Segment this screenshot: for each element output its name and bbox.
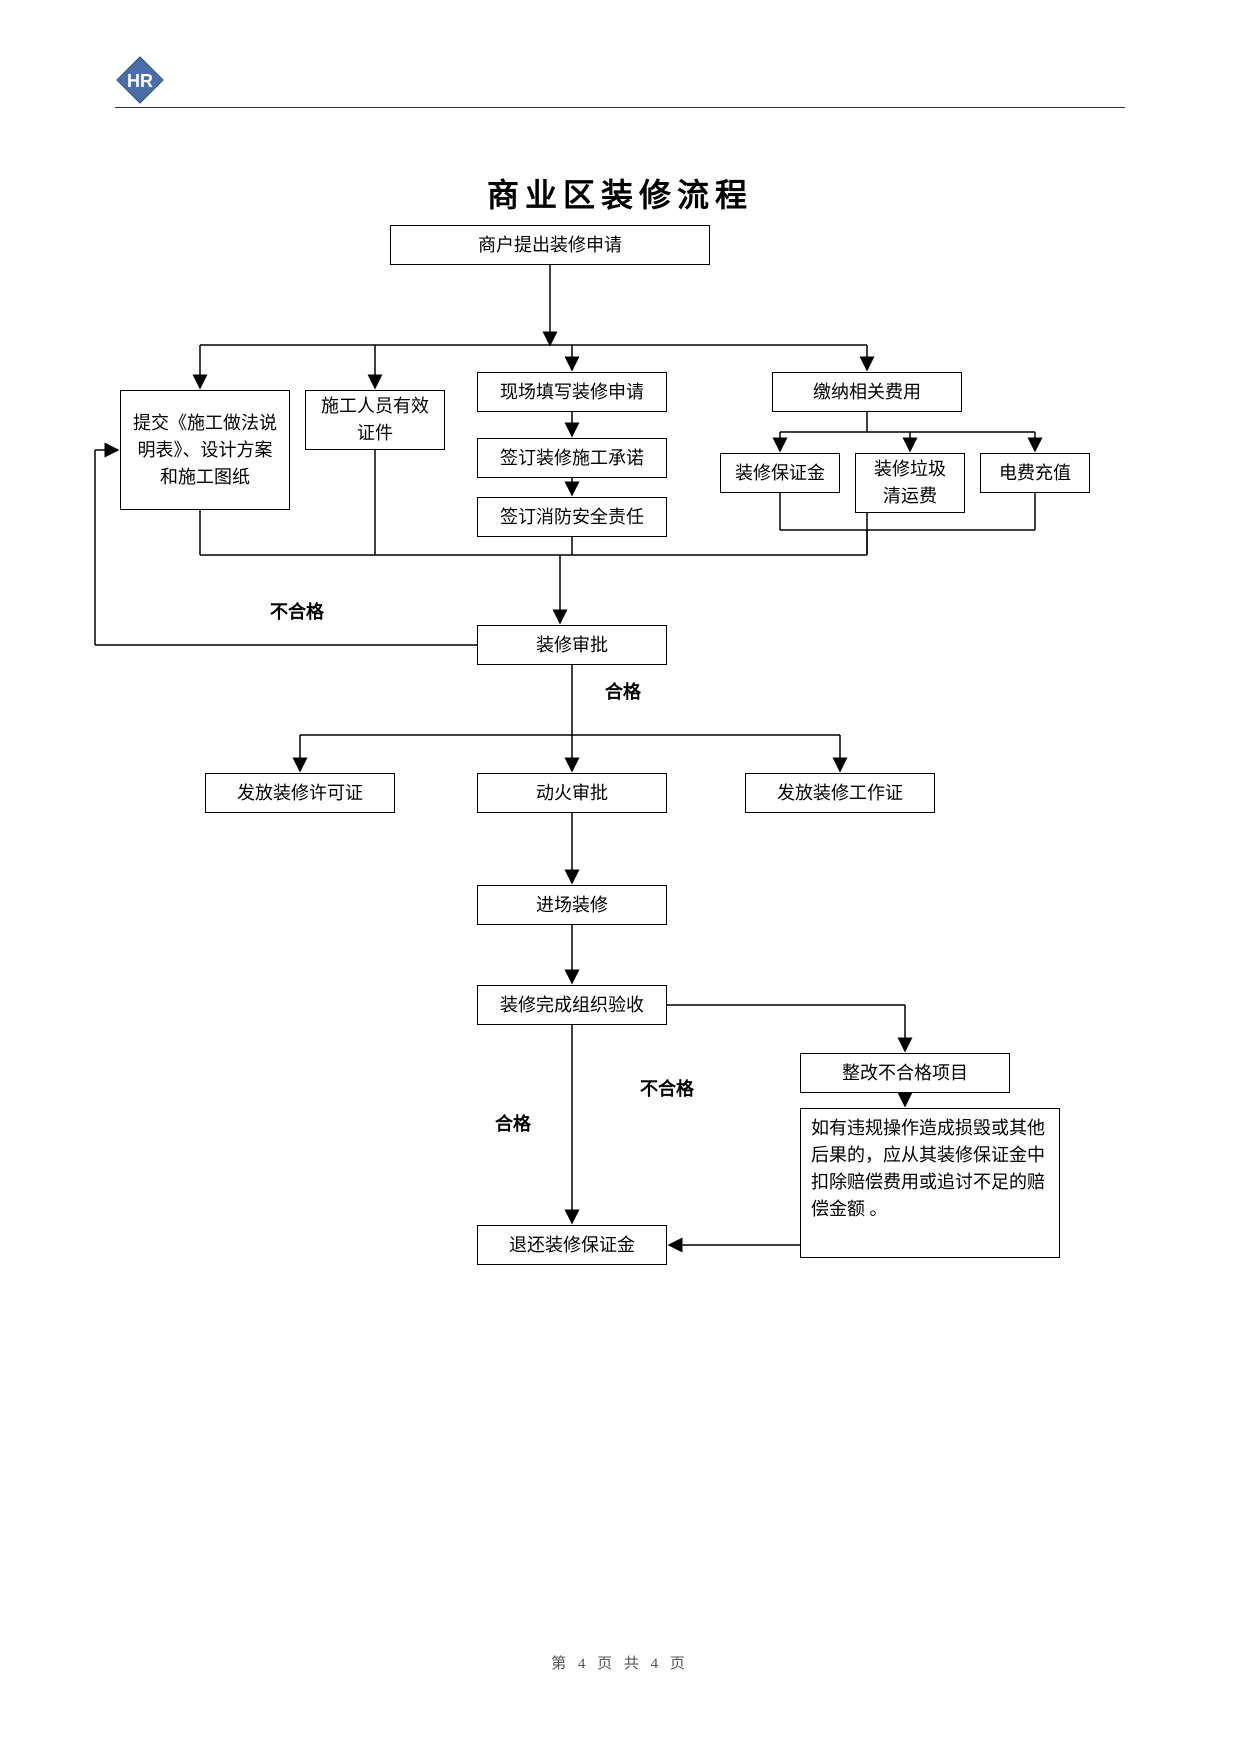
node-refund: 退还装修保证金 — [477, 1225, 667, 1265]
node-work-permit: 发放装修工作证 — [745, 773, 935, 813]
node-inspection: 装修完成组织验收 — [477, 985, 667, 1025]
label-fail2: 不合格 — [640, 1075, 694, 1101]
label-pass2: 合格 — [495, 1110, 531, 1136]
header-rule — [115, 107, 1125, 108]
page-title: 商业区装修流程 — [0, 170, 1240, 216]
node-rectify: 整改不合格项目 — [800, 1053, 1010, 1093]
node-permit: 发放装修许可证 — [205, 773, 395, 813]
label-pass1: 合格 — [605, 678, 641, 704]
logo: HR — [115, 55, 165, 105]
page-footer: 第 4 页 共 4 页 — [0, 1652, 1240, 1673]
node-start: 商户提出装修申请 — [390, 225, 710, 265]
node-submit-docs: 提交《施工做法说明表》、设计方案和施工图纸 — [120, 390, 290, 510]
node-pay-fees: 缴纳相关费用 — [772, 372, 962, 412]
label-fail1: 不合格 — [270, 598, 324, 624]
node-elec-fee: 电费充值 — [980, 453, 1090, 493]
logo-text: HR — [127, 71, 153, 91]
node-deposit: 装修保证金 — [720, 453, 840, 493]
node-approval: 装修审批 — [477, 625, 667, 665]
node-fire-approval: 动火审批 — [477, 773, 667, 813]
node-fill-form: 现场填写装修申请 — [477, 372, 667, 412]
node-worker-id: 施工人员有效证件 — [305, 390, 445, 450]
page: HR 商业区装修流程 商户提出装修申请 提交《施工做法说明表》、设计方案和施工图… — [0, 0, 1240, 1753]
node-sign-fire: 签订消防安全责任 — [477, 497, 667, 537]
node-penalty-note: 如有违规操作造成损毁或其他后果的，应从其装修保证金中扣除赔偿费用或追讨不足的赔偿… — [800, 1108, 1060, 1258]
node-sign-promise: 签订装修施工承诺 — [477, 438, 667, 478]
node-trash-fee: 装修垃圾清运费 — [855, 453, 965, 513]
node-start-work: 进场装修 — [477, 885, 667, 925]
